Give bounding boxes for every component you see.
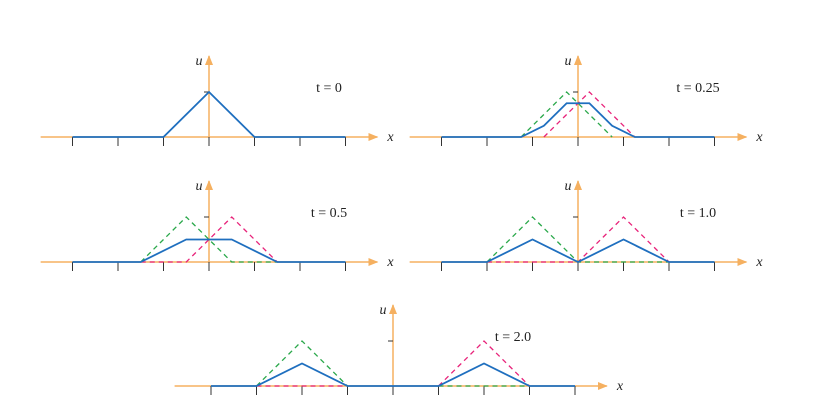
dashed-line — [520, 91, 613, 138]
dashed-line — [256, 340, 530, 387]
dashed-line — [140, 216, 278, 263]
x-axis-label: x — [386, 130, 394, 145]
x-axis-label: x — [755, 255, 763, 270]
dashed-line — [486, 216, 669, 263]
y-axis-label: u — [565, 179, 572, 194]
panel: x u t = 0 — [40, 54, 394, 146]
dashed-line — [140, 216, 278, 263]
x-axis-label: x — [386, 255, 394, 270]
dashed-line — [487, 216, 670, 263]
panel-title: t = 1.0 — [680, 206, 716, 221]
panel-title: t = 2.0 — [495, 330, 531, 345]
panel: x u t = 1.0 — [409, 179, 763, 271]
panel: x u t = 0.5 — [40, 179, 394, 271]
y-axis-label: u — [196, 179, 203, 194]
panel-title: t = 0 — [316, 81, 342, 96]
x-axis-label: x — [755, 130, 763, 145]
y-axis-label: u — [196, 54, 203, 69]
solution-line — [441, 102, 715, 138]
panel: x u t = 2.0 — [174, 303, 624, 395]
y-axis-label: u — [565, 54, 572, 69]
x-axis-label: x — [616, 379, 624, 394]
solution-line — [72, 90, 346, 138]
dashed-line — [256, 340, 530, 387]
dashed-line — [543, 91, 636, 138]
panel: x u t = 0.25 — [409, 54, 763, 146]
panel-title: t = 0.5 — [311, 206, 347, 221]
panel-title: t = 0.25 — [676, 81, 719, 96]
solution-line — [441, 238, 715, 264]
y-axis-label: u — [380, 303, 387, 318]
solution-line — [211, 362, 575, 387]
solution-line — [72, 238, 346, 263]
